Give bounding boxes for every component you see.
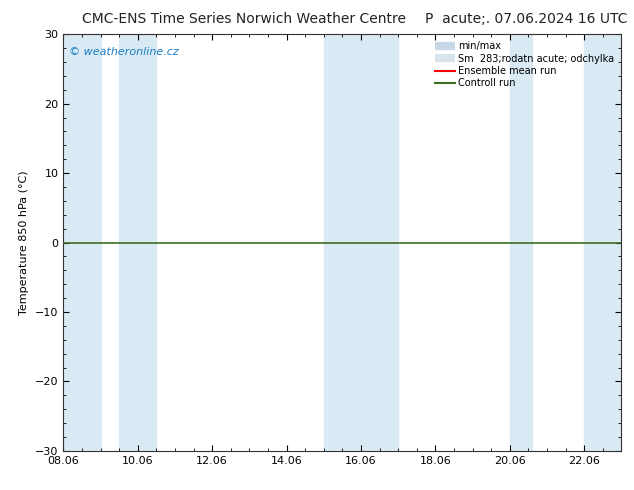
- Text: © weatheronline.cz: © weatheronline.cz: [69, 47, 179, 57]
- Text: CMC-ENS Time Series Norwich Weather Centre: CMC-ENS Time Series Norwich Weather Cent…: [82, 12, 406, 26]
- Bar: [63, 34, 101, 451]
- Bar: [119, 34, 157, 451]
- Legend: min/max, Sm  283;rodatn acute; odchylka, Ensemble mean run, Controll run: min/max, Sm 283;rodatn acute; odchylka, …: [433, 39, 616, 90]
- Bar: [324, 34, 398, 451]
- Y-axis label: Temperature 850 hPa (°C): Temperature 850 hPa (°C): [20, 170, 30, 315]
- Bar: [510, 34, 532, 451]
- Bar: [584, 34, 621, 451]
- Text: P  acute;. 07.06.2024 16 UTC: P acute;. 07.06.2024 16 UTC: [425, 12, 627, 26]
